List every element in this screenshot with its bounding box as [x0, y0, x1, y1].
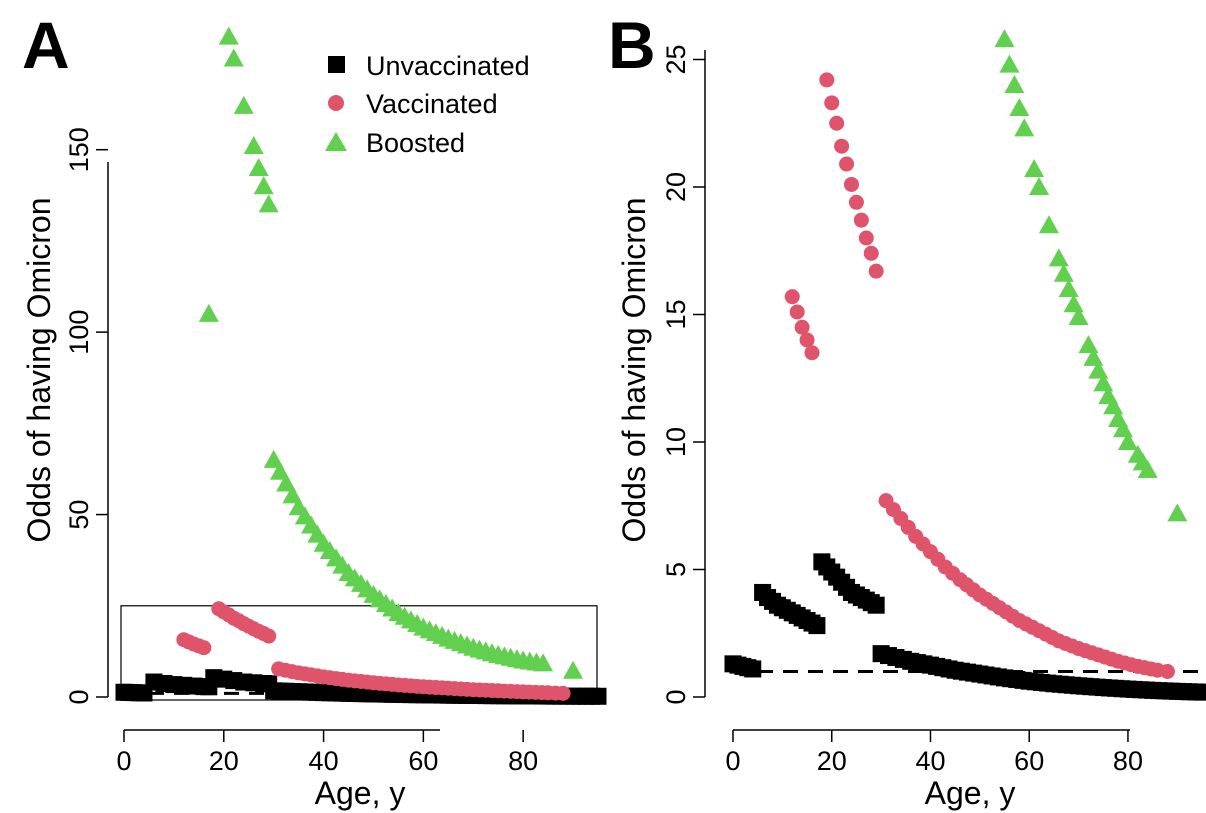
boosted-point [1004, 75, 1025, 93]
x-tick-label: 40 [915, 746, 945, 776]
panel-a-marks [115, 26, 607, 705]
vaccinated-point [789, 304, 805, 320]
boosted-point [1029, 177, 1050, 195]
boosted-point [263, 449, 284, 468]
legend-marker-vaccinated [328, 95, 344, 111]
panel-a-ticks: 0 20 40 60 80 0 50 100 150 [64, 127, 538, 776]
vaccinated-point [196, 640, 212, 656]
panel-b-y-axis-title: Odds of having Omicron [616, 197, 652, 542]
boosted-point [1024, 159, 1045, 178]
boosted-point [233, 95, 254, 114]
x-tick-label: 80 [1113, 746, 1143, 776]
vaccinated-point [1159, 664, 1175, 679]
unvaccinated-point [1193, 683, 1206, 701]
y-tick-label: 5 [661, 562, 691, 577]
y-tick-label: 150 [64, 127, 94, 172]
panel-b-marks [724, 29, 1206, 701]
vaccinated-point [834, 138, 850, 154]
boosted-point [198, 303, 219, 322]
boosted-point [282, 485, 303, 504]
boosted-point [258, 194, 279, 213]
legend-label-boosted: Boosted [366, 128, 465, 158]
vaccinated-point [784, 289, 800, 305]
y-tick-label: 50 [64, 500, 94, 530]
boosted-point [218, 26, 239, 45]
boosted-point [563, 660, 584, 679]
boosted-point [1137, 460, 1158, 479]
vaccinated-point [853, 212, 869, 228]
boosted-point [1068, 307, 1089, 326]
boosted-point [269, 461, 290, 480]
legend: Unvaccinated Vaccinated Boosted [325, 51, 530, 158]
boosted-point [1048, 248, 1069, 267]
x-tick-label: 20 [209, 746, 239, 776]
boosted-point [248, 157, 269, 176]
boosted-point [253, 176, 274, 195]
vaccinated-point [819, 72, 835, 88]
boosted-point [1058, 279, 1079, 297]
y-tick-label: 0 [64, 689, 94, 704]
panel-b-ticks: 0 20 40 60 80 0 5 10 15 20 25 [661, 44, 1143, 776]
boosted-point [223, 48, 244, 67]
unvaccinated-point [808, 617, 826, 635]
x-tick-label: 0 [116, 746, 131, 776]
vaccinated-point [261, 628, 277, 644]
vaccinated-point [794, 319, 810, 335]
y-tick-label: 15 [661, 299, 691, 329]
x-tick-label: 60 [408, 746, 438, 776]
x-tick-label: 40 [309, 746, 339, 776]
boosted-point [1014, 118, 1035, 137]
y-tick-label: 10 [661, 427, 691, 457]
vaccinated-point [804, 345, 820, 361]
x-tick-label: 60 [1014, 746, 1044, 776]
legend-label-unvaccinated: Unvaccinated [366, 51, 530, 81]
vaccinated-point [848, 194, 864, 210]
vaccinated-point [863, 245, 879, 261]
y-tick-label: 100 [64, 310, 94, 355]
vaccinated-point [824, 95, 840, 111]
x-tick-label: 80 [508, 746, 538, 776]
vaccinated-point [868, 263, 884, 279]
unvaccinated-point [867, 596, 885, 614]
panel-b-x-axis-title: Age, y [925, 775, 1016, 811]
panel-a-x-axis-title: Age, y [315, 775, 406, 811]
panel-b-label: B [608, 8, 656, 82]
legend-label-vaccinated: Vaccinated [366, 89, 498, 119]
unvaccinated-point [589, 687, 607, 705]
y-tick-label: 0 [661, 689, 691, 704]
boosted-point [1078, 335, 1099, 354]
vaccinated-point [858, 230, 874, 246]
vaccinated-point [839, 156, 855, 172]
vaccinated-point [843, 176, 859, 192]
legend-marker-boosted [325, 132, 347, 151]
legend-marker-unvaccinated [328, 56, 345, 73]
boosted-point [1167, 503, 1188, 522]
x-tick-label: 0 [725, 746, 740, 776]
x-tick-label: 20 [817, 746, 847, 776]
unvaccinated-point [744, 660, 762, 678]
vaccinated-point [829, 115, 845, 131]
y-tick-label: 20 [661, 172, 691, 202]
boosted-point [994, 29, 1015, 48]
panel-b: B 0 20 40 60 80 0 5 10 15 20 25 Age, y Odds of hav… [608, 8, 1206, 811]
boosted-point [243, 136, 264, 155]
boosted-point [276, 473, 297, 492]
vaccinated-point [555, 685, 571, 701]
vaccinated-point [799, 332, 815, 348]
panel-a-y-axis-title: Odds of having Omicron [21, 197, 57, 542]
boosted-point [1053, 263, 1074, 282]
boosted-point [533, 653, 554, 672]
boosted-point [999, 54, 1020, 73]
panel-a-label: A [22, 8, 70, 82]
boosted-point [1117, 432, 1138, 450]
y-tick-label: 25 [661, 44, 691, 74]
boosted-point [1009, 97, 1030, 116]
panel-a: A 0 20 40 60 80 0 50 100 150 Age, y Odds of havi… [21, 8, 607, 811]
boosted-point [1038, 215, 1059, 234]
